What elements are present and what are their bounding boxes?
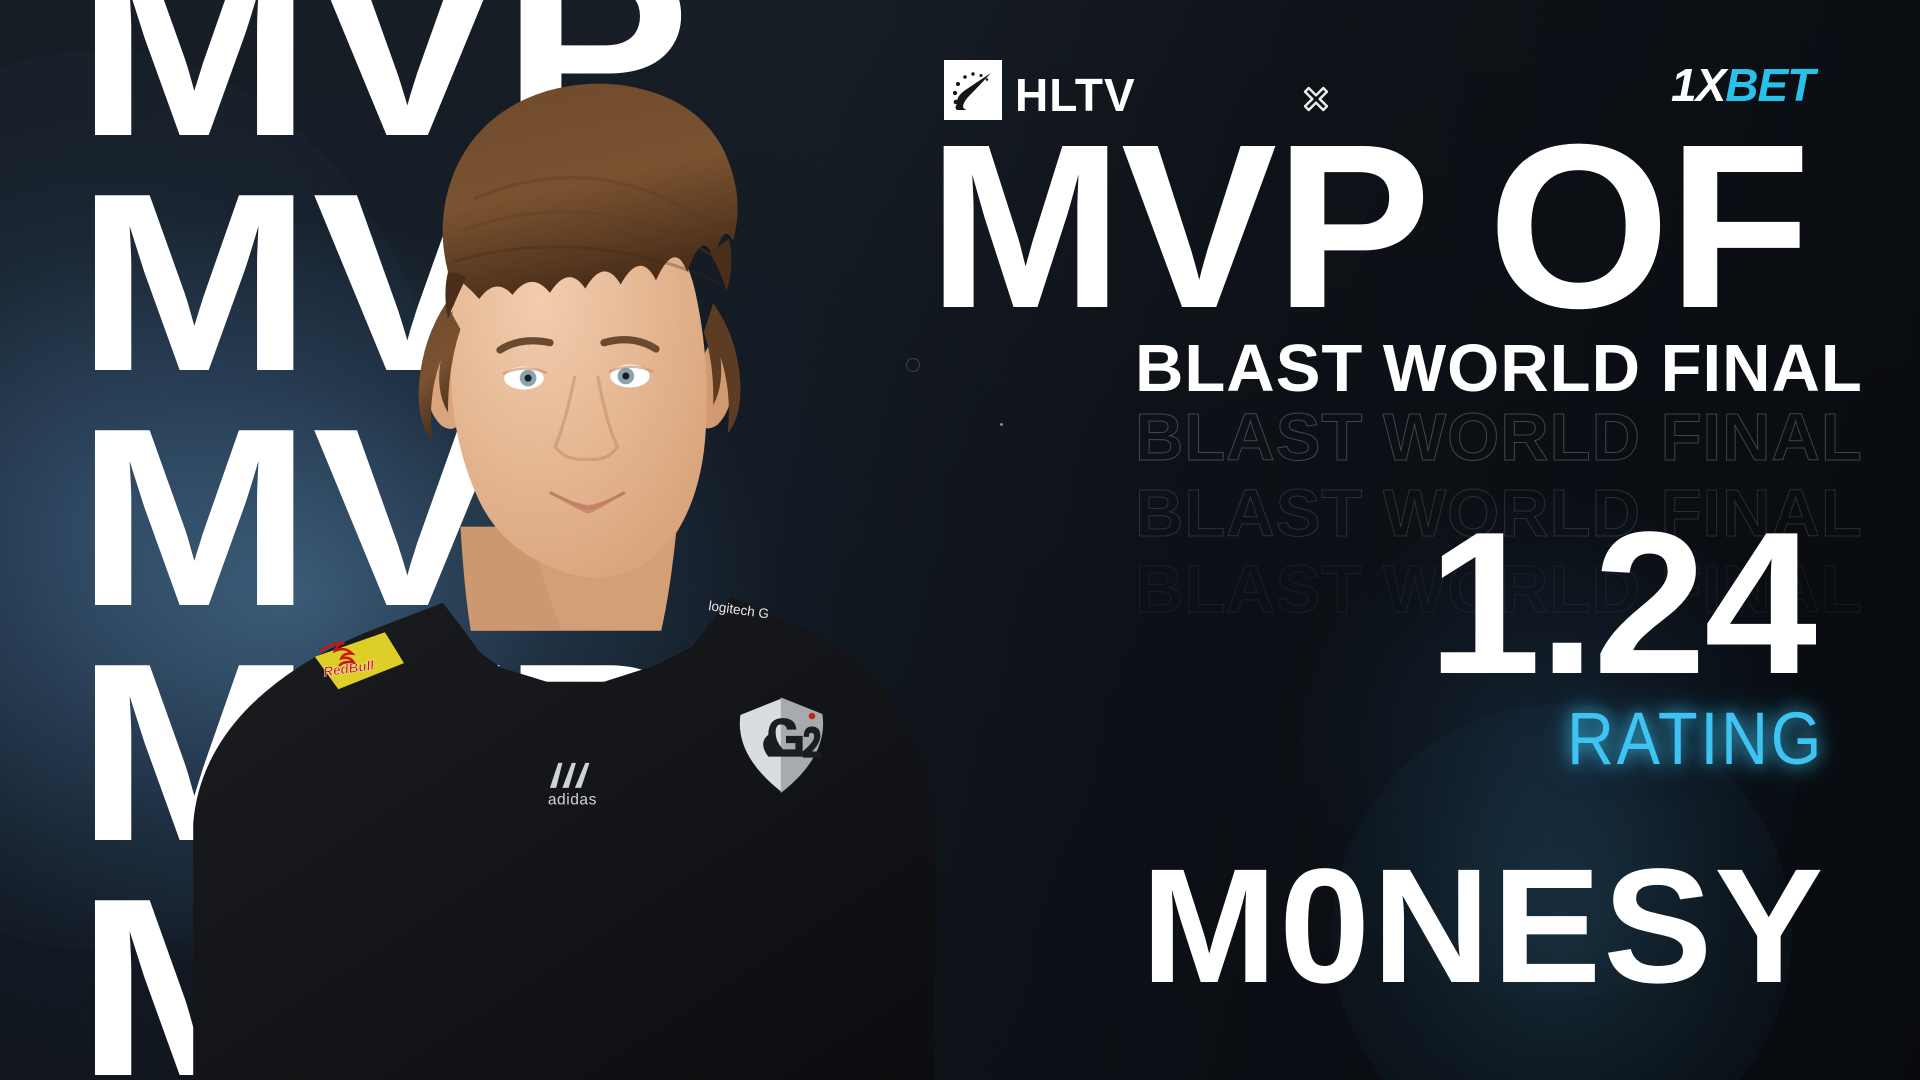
svg-text:adidas: adidas bbox=[548, 791, 597, 808]
